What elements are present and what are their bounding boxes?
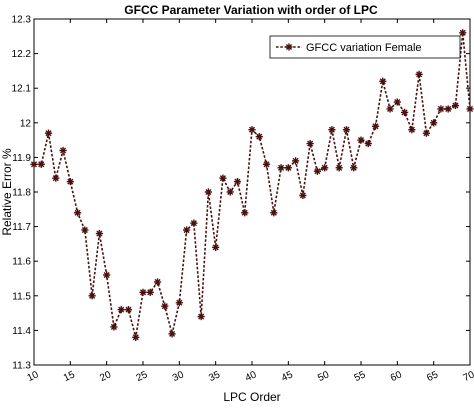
y-tick-label: 12.1 — [12, 84, 32, 95]
data-point — [335, 164, 343, 172]
data-point — [212, 243, 220, 251]
data-point — [342, 126, 351, 134]
data-point — [422, 129, 430, 137]
x-tick-label: 40 — [244, 369, 259, 384]
data-point — [146, 288, 154, 296]
data-point — [88, 292, 96, 300]
data-point — [161, 302, 169, 310]
legend-marker — [285, 43, 293, 51]
y-tick-label: 12 — [20, 118, 32, 129]
data-point — [379, 77, 387, 85]
y-tick-label: 11.4 — [12, 326, 31, 337]
y-tick-label: 11.3 — [12, 361, 31, 372]
data-point — [175, 299, 183, 307]
y-tick-label: 11.7 — [12, 222, 31, 233]
x-tick-label: 30 — [171, 369, 186, 384]
data-point — [357, 136, 365, 144]
data-point — [299, 191, 307, 200]
data-point — [328, 126, 336, 134]
chart-title: GFCC Parameter Variation with order of L… — [124, 3, 378, 17]
x-tick-label: 60 — [389, 369, 404, 384]
data-point — [37, 160, 45, 168]
x-tick-label: 55 — [353, 369, 368, 384]
data-point — [313, 167, 321, 175]
data-point — [444, 105, 452, 113]
data-point — [306, 139, 314, 148]
x-tick-label: 65 — [425, 369, 440, 384]
data-point — [197, 312, 205, 321]
data-point — [81, 226, 89, 234]
data-point — [110, 323, 118, 331]
data-point — [270, 209, 278, 217]
data-point — [248, 126, 256, 134]
x-axis-label: LPC Order — [223, 390, 280, 404]
legend-box — [269, 35, 461, 59]
data-point — [451, 101, 460, 110]
plot-area: 10 15 20 25 30 35 40 45 50 55 60 65 70 11.311.411.51… — [12, 15, 474, 385]
y-tick-label: 12.2 — [12, 49, 32, 60]
x-tick-label: 20 — [98, 369, 113, 384]
data-point — [124, 306, 133, 314]
data-point — [401, 108, 409, 117]
x-tick-label: 25 — [135, 369, 150, 384]
x-tick-label: 15 — [62, 369, 77, 384]
data-point — [393, 98, 401, 106]
y-tick-label: 11.9 — [12, 153, 31, 164]
data-point — [153, 278, 162, 286]
x-tick-label: 45 — [280, 369, 295, 384]
x-tick-label: 35 — [207, 369, 222, 384]
data-point — [66, 178, 74, 186]
data-point — [226, 188, 234, 196]
data-point — [59, 146, 67, 155]
y-tick-label: 11.5 — [12, 291, 31, 302]
y-axis-label: Relative Error % — [0, 148, 14, 236]
data-point — [350, 164, 358, 172]
data-point — [262, 160, 271, 168]
data-point — [74, 209, 82, 217]
data-point — [364, 139, 372, 148]
data-point — [277, 164, 285, 172]
data-point — [233, 178, 242, 186]
data-point — [459, 29, 467, 37]
legend-marker-symbol — [285, 43, 293, 51]
data-point — [292, 157, 300, 165]
data-point — [408, 126, 416, 134]
data-point — [241, 209, 249, 217]
data-point — [204, 188, 212, 196]
x-axis: 10 15 20 25 30 35 40 45 50 55 60 65 70 — [26, 19, 474, 384]
series-markers — [30, 29, 474, 341]
data-point — [103, 271, 111, 279]
data-point — [139, 288, 147, 296]
data-point — [183, 226, 191, 234]
y-tick-label: 11.8 — [12, 188, 31, 199]
data-point — [430, 119, 438, 127]
data-point — [437, 105, 445, 113]
x-tick-label: 50 — [316, 369, 331, 384]
data-point — [30, 160, 38, 168]
legend: GFCC variation Female — [269, 35, 461, 59]
data-point — [44, 129, 53, 137]
x-tick-label: 70 — [462, 369, 474, 384]
data-point — [95, 229, 103, 238]
data-point — [415, 70, 423, 78]
data-point — [190, 219, 198, 227]
data-point — [371, 122, 380, 130]
data-point — [255, 133, 263, 141]
data-point — [117, 306, 125, 314]
data-point — [321, 164, 329, 172]
y-tick-label: 12.3 — [12, 15, 32, 26]
legend-entry-gfcc-variation-female: GFCC variation Female — [306, 42, 422, 54]
x-tick-label: 10 — [26, 369, 41, 384]
data-point — [466, 105, 474, 113]
data-point — [168, 330, 176, 338]
data-point — [52, 174, 60, 182]
y-tick-label: 11.6 — [12, 257, 31, 268]
y-axis: 11.3 11.4 11.5 11.6 11.7 11.8 11.9 12 12.1 12.2 12… — [12, 15, 470, 372]
data-point — [219, 174, 227, 182]
data-point — [132, 333, 140, 341]
data-point — [386, 105, 394, 113]
data-point — [284, 164, 292, 172]
